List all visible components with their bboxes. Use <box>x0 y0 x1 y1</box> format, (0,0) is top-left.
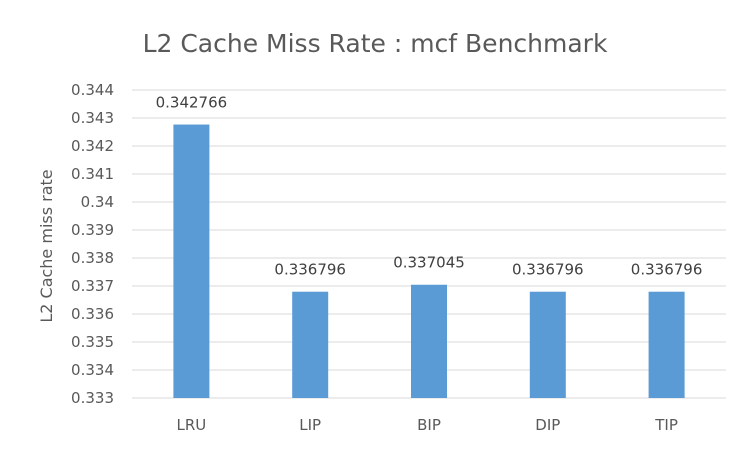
x-category-label: TIP <box>654 416 678 434</box>
chart-title: L2 Cache Miss Rate : mcf Benchmark <box>143 29 608 58</box>
data-label-lip: 0.336796 <box>274 261 346 279</box>
data-label-lru: 0.342766 <box>156 94 228 112</box>
y-tick-label: 0.343 <box>71 109 114 127</box>
bars <box>173 124 685 398</box>
y-tick-label: 0.342 <box>71 137 114 155</box>
y-tick-label: 0.341 <box>71 165 114 183</box>
bar-dip <box>529 291 566 398</box>
y-tick-label: 0.334 <box>71 361 114 379</box>
x-category-label: BIP <box>417 416 441 434</box>
y-tick-label: 0.338 <box>71 249 114 267</box>
x-category-label: LIP <box>299 416 321 434</box>
y-tick-label: 0.339 <box>71 221 114 239</box>
x-category-label: LRU <box>177 416 207 434</box>
data-labels: 0.342766 0.336796 0.337045 0.336796 0.336796 <box>156 94 703 279</box>
y-tick-label: 0.344 <box>71 81 114 99</box>
data-label-dip: 0.336796 <box>512 261 584 279</box>
data-label-bip: 0.337045 <box>393 254 465 272</box>
bar-tip <box>648 291 685 398</box>
y-tick-label: 0.34 <box>81 193 114 211</box>
bar-bip <box>411 284 447 398</box>
y-tick-label: 0.333 <box>71 389 114 407</box>
y-tick-label: 0.335 <box>71 333 114 351</box>
y-tick-label: 0.337 <box>71 277 114 295</box>
x-category-label: DIP <box>535 416 560 434</box>
data-label-tip: 0.336796 <box>631 261 703 279</box>
bar-lip <box>292 291 329 398</box>
y-tick-label: 0.336 <box>71 305 114 323</box>
y-axis-ticks: 0.333 0.334 0.335 0.336 0.337 0.338 0.339 0.34 0… <box>71 81 114 407</box>
bar-lru <box>173 124 210 398</box>
y-axis-title: L2 Cache miss rate <box>37 169 56 322</box>
x-axis-categories: LRU LIP BIP DIP TIP <box>177 416 678 434</box>
